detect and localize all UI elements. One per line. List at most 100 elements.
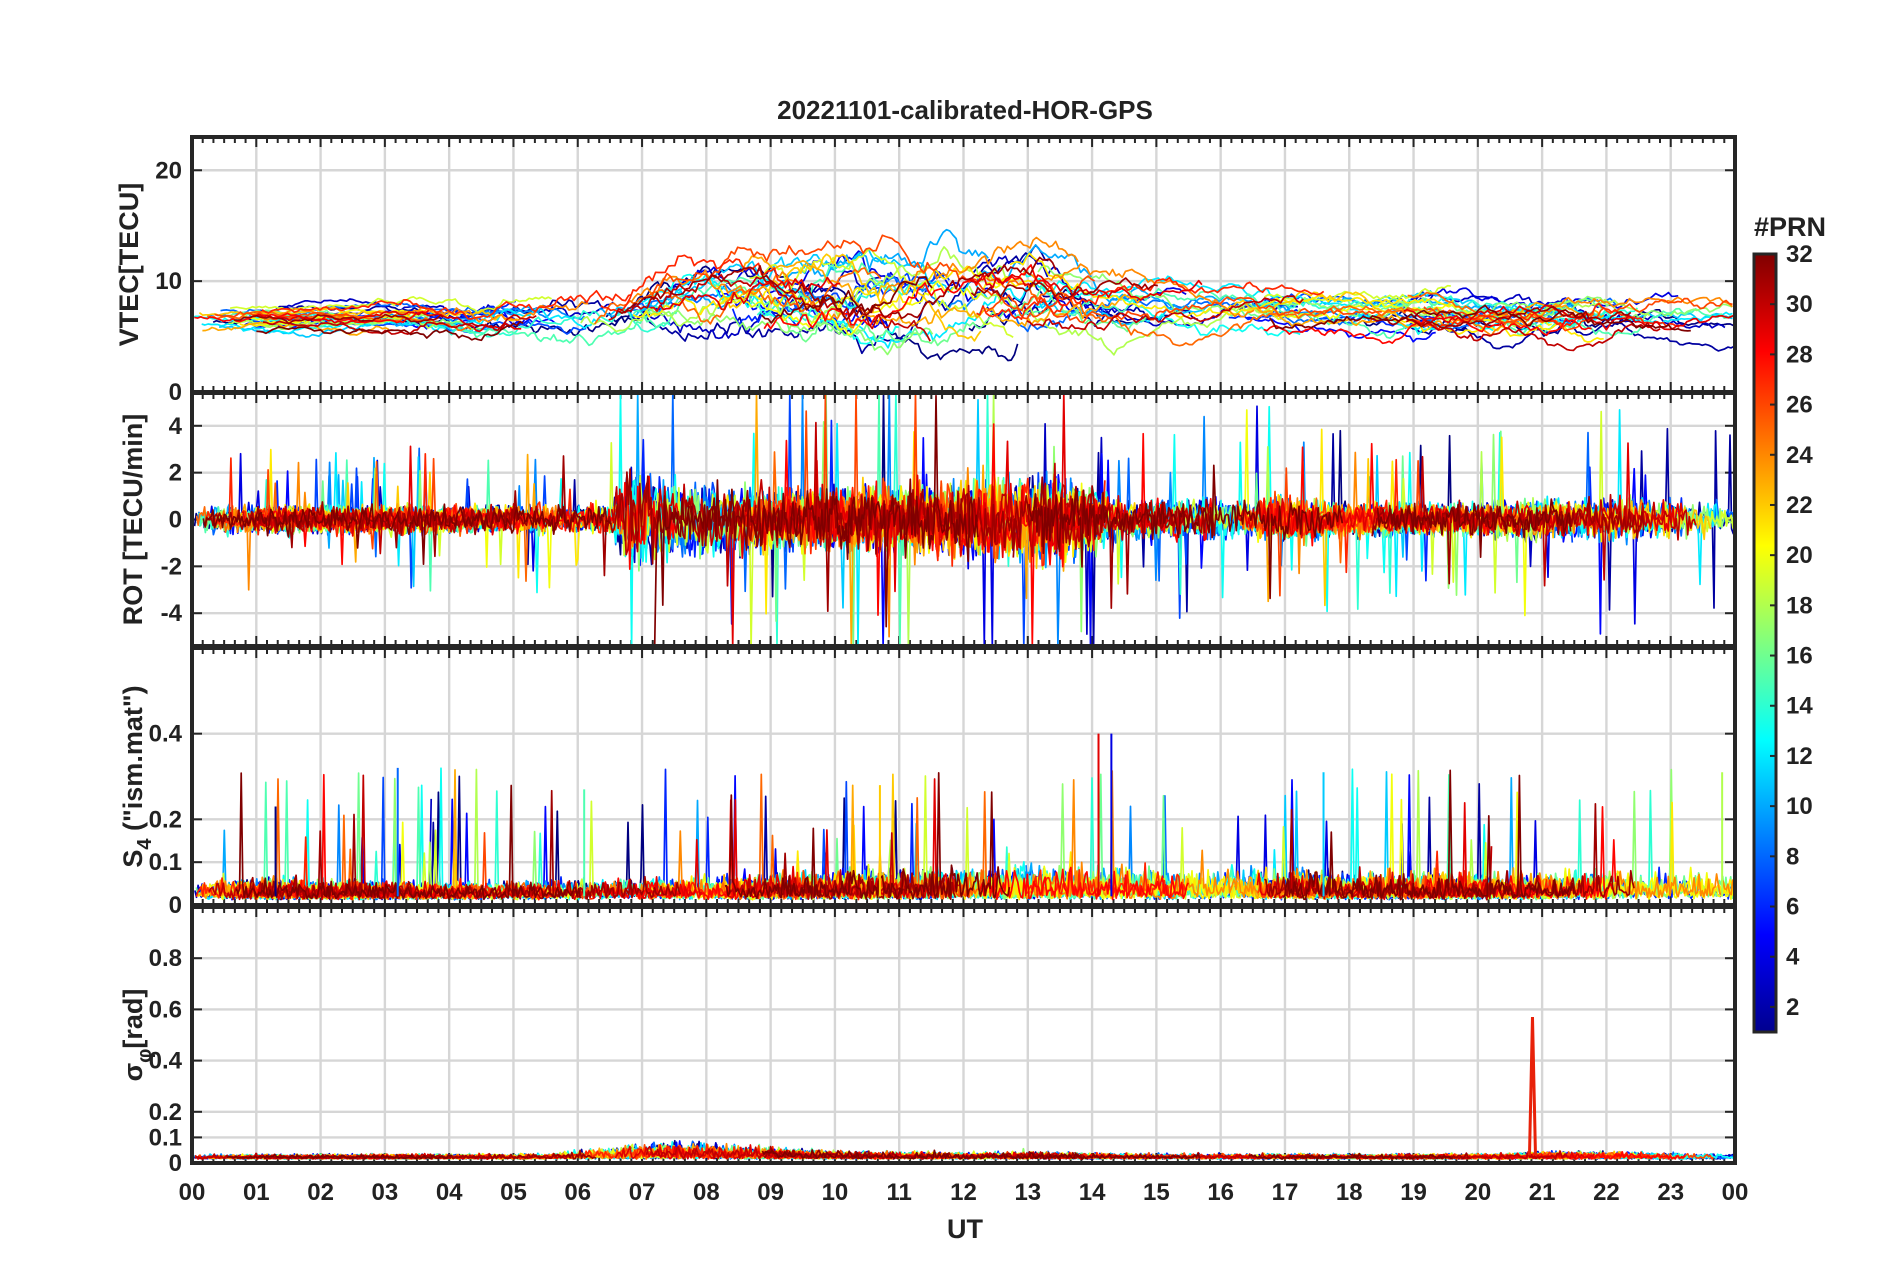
x-tick-label: 14 <box>1079 1179 1106 1206</box>
series-line-prn-28 <box>1263 313 1592 345</box>
x-axis: 00 01 02 03 04 05 06 07 08 09 10 11 12 13 14 15 16 17 18 19… <box>179 1179 1749 1206</box>
colorbar-tick-label: 12 <box>1786 743 1813 770</box>
colorbar-tick-label: 8 <box>1786 843 1799 870</box>
series-line-prn-29 <box>257 310 522 333</box>
series-line-prn-32 <box>761 1149 1201 1160</box>
x-tick-label: 11 <box>887 1179 912 1206</box>
series-line-prn-18 <box>231 768 625 901</box>
colorbar-label: #PRN <box>1754 212 1826 242</box>
y-tick-label: 0.1 <box>149 1124 182 1151</box>
series-line-prn-32 <box>226 1153 453 1160</box>
x-tick-label: 00 <box>179 1179 206 1206</box>
x-tick-label: 00 <box>1722 1179 1749 1206</box>
colorbar-tick-label: 28 <box>1786 341 1813 368</box>
series-line-prn-24 <box>1021 263 1255 318</box>
colorbar-tick-label: 6 <box>1786 894 1799 921</box>
sigma-spike <box>1527 1017 1537 1156</box>
series-line-prn-27 <box>976 276 1325 321</box>
colorbar-gradient <box>1752 252 1778 1034</box>
x-tick-label: 21 <box>1529 1179 1556 1206</box>
panel-rot: -4 -2 0 2 4 ROT [TECU/min] <box>118 391 1737 648</box>
series-line-prn-18 <box>580 246 1009 333</box>
y-tick-label: 20 <box>155 157 182 184</box>
x-tick-label: 20 <box>1464 1179 1491 1206</box>
x-tick-label: 15 <box>1143 1179 1170 1206</box>
series-line-prn-16 <box>722 280 1151 347</box>
y-tick-label: -2 <box>161 553 182 580</box>
series-line-prn-10 <box>980 244 1409 312</box>
x-tick-label: 19 <box>1400 1179 1427 1206</box>
colorbar-tick-label: 26 <box>1786 392 1813 419</box>
series-line-prn-31 <box>618 256 1057 321</box>
panel-frame <box>190 905 1737 1165</box>
series-line-prn-32 <box>256 320 524 342</box>
y-tick-label: 0.8 <box>149 945 182 972</box>
x-tick-label: 05 <box>500 1179 527 1206</box>
y-tick-label: 0 <box>169 379 182 406</box>
series-line-prn-27 <box>600 254 801 313</box>
x-tick-label: 18 <box>1336 1179 1363 1206</box>
colorbar-tick-label: 14 <box>1786 693 1813 720</box>
series-line-prn-30 <box>262 314 537 335</box>
y-tick-label: 10 <box>155 268 182 295</box>
y-tick-label: -4 <box>161 600 183 627</box>
y-axis-label-rot: ROT [TECU/min] <box>118 414 148 625</box>
series-line-prn-25 <box>206 310 472 332</box>
series-line-prn-25 <box>986 277 1418 347</box>
series-line-prn-23 <box>741 255 1151 327</box>
series-line-prn-26 <box>1423 297 1733 332</box>
series-group <box>194 733 1735 901</box>
x-tick-label: 07 <box>629 1179 656 1206</box>
series-line-prn-32 <box>761 276 933 324</box>
x-axis-label: UT <box>947 1214 983 1244</box>
x-tick-label: 12 <box>950 1179 977 1206</box>
series-line-prn-29 <box>970 273 1203 302</box>
series-line-prn-32 <box>202 503 613 566</box>
series-line-prn-13 <box>644 273 900 345</box>
series-line-prn-13 <box>1022 270 1301 337</box>
y-tick-label: 0 <box>169 892 182 919</box>
y-tick-label: 0.4 <box>149 1048 183 1075</box>
chart-title: 20221101-calibrated-HOR-GPS <box>777 95 1153 125</box>
panel-vtec: 0 10 20 VTEC[TECU] <box>114 135 1737 406</box>
colorbar-tick-label: 22 <box>1786 492 1813 519</box>
y-tick-label: 2 <box>169 460 182 487</box>
y-tick-label: 0 <box>169 507 182 534</box>
series-line-prn-30 <box>608 273 931 342</box>
x-tick-label: 10 <box>822 1179 849 1206</box>
x-tick-label: 04 <box>436 1179 463 1206</box>
y-tick-label: 0.2 <box>149 806 182 833</box>
series-line-prn-32 <box>1269 304 1691 332</box>
series-line-prn-31 <box>970 277 1158 300</box>
x-tick-label: 06 <box>564 1179 591 1206</box>
colorbar-tick-label: 20 <box>1786 542 1813 569</box>
x-tick-label: 13 <box>1014 1179 1041 1206</box>
series-line-prn-12 <box>1035 275 1384 318</box>
x-tick-label: 09 <box>757 1179 784 1206</box>
colorbar-tick-label: 4 <box>1786 944 1800 971</box>
y-axis-label-s4: S4 ("ism.mat") <box>118 685 156 867</box>
y-tick-label: 4 <box>169 413 183 440</box>
x-tick-label: 03 <box>372 1179 399 1206</box>
series-line-prn-31 <box>234 313 444 325</box>
colorbar-tick-label: 18 <box>1786 592 1813 619</box>
colorbar-tick-label: 16 <box>1786 643 1813 670</box>
series-line-prn-31 <box>247 789 682 901</box>
y-axis-label-vtec: VTEC[TECU] <box>114 183 144 347</box>
x-tick-label: 17 <box>1272 1179 1299 1206</box>
y-tick-label: 0.2 <box>149 1099 182 1126</box>
y-tick-label: 0 <box>169 1150 182 1177</box>
series-line-prn-27 <box>261 289 632 320</box>
series-line-prn-32 <box>653 394 979 646</box>
series-line-prn-31 <box>763 1145 1086 1160</box>
colorbar-tick-label: 2 <box>1786 994 1799 1021</box>
series-line-prn-30 <box>1026 295 1304 331</box>
colorbar-tick-label: 10 <box>1786 793 1813 820</box>
panel-sigma: 00.10.2 0.4 0.6 0.8 σφ[rad] <box>118 905 1737 1177</box>
series-line-prn-28 <box>763 264 1064 330</box>
series-line-prn-29 <box>1403 304 1735 331</box>
